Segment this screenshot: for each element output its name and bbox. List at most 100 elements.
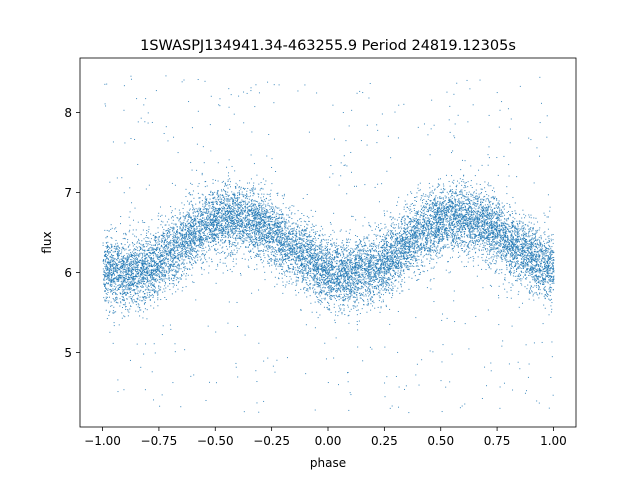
- data-point: [264, 225, 266, 227]
- data-point: [230, 222, 232, 224]
- data-point: [417, 226, 419, 228]
- data-point: [109, 271, 111, 273]
- data-point: [233, 113, 235, 115]
- data-point: [499, 109, 501, 111]
- data-point: [207, 208, 209, 210]
- data-point: [187, 241, 189, 243]
- data-point: [131, 259, 133, 261]
- data-point: [203, 231, 205, 233]
- data-point: [452, 234, 454, 236]
- data-point: [376, 261, 378, 263]
- data-point: [139, 282, 141, 284]
- data-point: [450, 201, 452, 203]
- data-point: [512, 239, 514, 241]
- data-point: [234, 215, 236, 217]
- data-point: [372, 278, 374, 280]
- data-point: [194, 220, 196, 222]
- data-point: [121, 275, 123, 277]
- data-point: [453, 207, 455, 209]
- data-point: [378, 291, 380, 293]
- data-point: [510, 286, 512, 288]
- data-point: [304, 234, 306, 236]
- data-point: [279, 225, 281, 227]
- data-point: [394, 247, 396, 249]
- data-point: [205, 196, 207, 198]
- data-point: [201, 236, 203, 238]
- data-point: [204, 254, 206, 256]
- data-point: [190, 223, 191, 225]
- data-point: [471, 206, 473, 208]
- data-point: [131, 299, 133, 301]
- data-point: [543, 287, 545, 289]
- data-point: [469, 221, 471, 223]
- data-point: [202, 232, 204, 234]
- data-point: [290, 228, 292, 230]
- data-point: [352, 266, 354, 268]
- data-point: [218, 241, 220, 243]
- data-point: [496, 223, 498, 225]
- data-point: [310, 244, 312, 246]
- data-point: [299, 251, 301, 253]
- data-point: [398, 281, 400, 283]
- data-point: [427, 241, 429, 243]
- data-point: [302, 272, 304, 274]
- data-point: [233, 210, 235, 212]
- data-point: [458, 217, 460, 219]
- data-point: [548, 266, 550, 268]
- data-point: [541, 258, 543, 260]
- data-point: [115, 245, 117, 247]
- data-point: [384, 382, 386, 384]
- data-point: [526, 242, 528, 244]
- data-point: [276, 224, 278, 226]
- data-point: [403, 272, 405, 274]
- data-point: [428, 204, 430, 206]
- data-point: [173, 283, 175, 285]
- data-point: [136, 252, 138, 254]
- data-point: [217, 228, 219, 230]
- data-point: [467, 246, 469, 248]
- data-point: [437, 227, 439, 229]
- data-point: [209, 191, 211, 193]
- data-point: [506, 259, 508, 261]
- data-point: [106, 235, 108, 237]
- data-point: [545, 295, 547, 297]
- data-point: [363, 249, 365, 251]
- data-point: [430, 278, 432, 280]
- data-point: [335, 270, 337, 272]
- data-point: [195, 251, 197, 253]
- data-point: [408, 208, 410, 210]
- data-point: [122, 272, 124, 274]
- data-point: [444, 233, 446, 235]
- data-point: [362, 261, 364, 263]
- data-point: [296, 264, 298, 266]
- data-point: [184, 236, 186, 238]
- data-point: [223, 201, 225, 203]
- data-point: [325, 239, 327, 241]
- data-point: [403, 245, 405, 247]
- data-point: [497, 225, 499, 227]
- data-point: [400, 263, 402, 265]
- data-point: [464, 240, 466, 242]
- data-point: [291, 244, 293, 246]
- data-point: [533, 270, 535, 272]
- data-point: [232, 235, 234, 237]
- data-point: [413, 243, 415, 245]
- data-point: [133, 259, 135, 261]
- data-point: [416, 244, 418, 246]
- data-point: [195, 223, 197, 225]
- data-point: [132, 290, 134, 292]
- data-point: [133, 260, 135, 262]
- data-point: [524, 259, 526, 261]
- data-point: [514, 210, 516, 212]
- data-point: [393, 270, 395, 272]
- data-point: [207, 235, 209, 237]
- data-point: [253, 229, 255, 231]
- data-point: [461, 191, 463, 193]
- data-point: [109, 272, 111, 274]
- data-point: [144, 121, 146, 123]
- data-point: [302, 280, 304, 282]
- data-point: [400, 252, 402, 254]
- data-point: [502, 254, 504, 256]
- data-point: [186, 273, 188, 275]
- data-point: [177, 231, 179, 233]
